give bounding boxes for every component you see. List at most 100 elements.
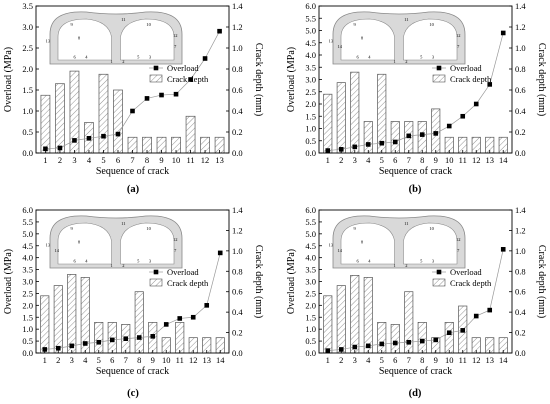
tunnel-crack-label: 8 bbox=[78, 240, 81, 245]
tunnel-crack-label: 11 bbox=[121, 17, 125, 22]
overload-point bbox=[365, 343, 371, 349]
crack-depth-bar bbox=[67, 274, 77, 354]
left-tick-label: 3.0 bbox=[22, 277, 33, 287]
x-tick-label: 3 bbox=[353, 355, 357, 365]
overload-point bbox=[419, 132, 425, 137]
right-tick-label: 0.8 bbox=[515, 64, 526, 74]
right-tick-label: 0.2 bbox=[232, 328, 243, 338]
right-tick-label: 1.2 bbox=[515, 22, 526, 32]
crack-depth-bar bbox=[55, 83, 65, 154]
left-tick-label: 5.0 bbox=[22, 229, 33, 239]
x-tick-label: 3 bbox=[72, 155, 76, 165]
left-tick-label: 2.5 bbox=[305, 288, 316, 298]
crack-depth-bar bbox=[417, 121, 427, 154]
x-tick-label: 12 bbox=[472, 355, 481, 365]
x-tick-label: 11 bbox=[176, 355, 184, 365]
x-tick-label: 8 bbox=[137, 355, 141, 365]
overload-point bbox=[500, 30, 506, 36]
overload-point bbox=[55, 345, 61, 351]
tunnel-crack-label: 2 bbox=[405, 59, 407, 64]
x-tick-label: 10 bbox=[172, 155, 181, 165]
x-tick-label: 3 bbox=[70, 355, 74, 365]
x-tick-label: 2 bbox=[339, 355, 343, 365]
x-tick-label: 6 bbox=[393, 355, 397, 365]
tunnel-crack-label: 13 bbox=[46, 242, 51, 247]
crack-depth-bar bbox=[98, 73, 109, 154]
left-tick-label: 3.5 bbox=[305, 265, 316, 275]
tunnel-crack-label: 9 bbox=[353, 22, 356, 27]
tunnel-crack-label: 14 bbox=[55, 248, 60, 253]
overload-point bbox=[150, 334, 156, 339]
right-axis-title: Crack depth (mm) bbox=[253, 43, 264, 116]
overload-point bbox=[473, 101, 479, 107]
x-tick-label: 9 bbox=[434, 155, 438, 165]
x-tick-label: 2 bbox=[339, 155, 343, 165]
overload-point bbox=[109, 337, 115, 343]
overload-point bbox=[144, 96, 150, 101]
left-tick-label: 2.0 bbox=[305, 99, 316, 109]
right-tick-label: 0.8 bbox=[232, 266, 243, 276]
left-tick-label: 1.0 bbox=[305, 124, 316, 134]
tunnel-crack-label: 12 bbox=[456, 237, 461, 242]
tunnel-crack-label: 2 bbox=[122, 263, 124, 268]
x-tick-label: 10 bbox=[445, 355, 454, 365]
right-tick-label: 1.2 bbox=[232, 225, 243, 235]
right-tick-label: 0.2 bbox=[232, 127, 243, 137]
tunnel-crack-label: 9 bbox=[70, 22, 73, 27]
crack-depth-bar bbox=[323, 93, 333, 154]
left-tick-label: 5.0 bbox=[305, 229, 316, 239]
right-tick-label: 0.2 bbox=[515, 328, 526, 338]
x-tick-label: 10 bbox=[445, 155, 454, 165]
left-tick-label: 0.0 bbox=[305, 148, 316, 158]
tunnel-right-bore bbox=[120, 222, 175, 265]
x-tick-label: 13 bbox=[215, 155, 224, 165]
tunnel-crack-label: 13 bbox=[329, 242, 334, 247]
right-tick-label: 1.4 bbox=[515, 1, 526, 11]
tunnel-right-bore bbox=[403, 222, 458, 265]
left-tick-label: 5.5 bbox=[305, 217, 316, 227]
tunnel-crack-label: 5 bbox=[137, 55, 140, 60]
right-tick-label: 0.6 bbox=[515, 287, 526, 297]
legend-label-overload: Overload bbox=[450, 267, 482, 277]
x-tick-label: 7 bbox=[124, 355, 128, 365]
overload-point bbox=[43, 146, 48, 152]
x-tick-label: 1 bbox=[43, 155, 47, 165]
crack-depth-bar bbox=[40, 295, 50, 354]
overload-point bbox=[159, 92, 164, 98]
x-tick-label: 11 bbox=[186, 155, 194, 165]
overload-point bbox=[392, 340, 398, 346]
left-tick-label: 0.5 bbox=[22, 127, 33, 137]
crack-depth-bar bbox=[336, 82, 346, 154]
x-tick-label: 5 bbox=[101, 155, 105, 165]
tunnel-crack-label: 5 bbox=[420, 55, 423, 60]
overload-point bbox=[446, 123, 452, 129]
x-tick-label: 5 bbox=[380, 155, 384, 165]
overload-point bbox=[487, 307, 493, 313]
tunnel-crack-label: 12 bbox=[173, 237, 178, 242]
x-tick-label: 13 bbox=[202, 355, 211, 365]
crack-depth-bar bbox=[390, 324, 400, 354]
right-axis-title: Crack depth (mm) bbox=[253, 245, 264, 318]
crack-depth-bar bbox=[363, 121, 373, 154]
overload-point bbox=[392, 139, 398, 145]
left-tick-label: 4.5 bbox=[305, 241, 316, 251]
left-tick-label: 2.0 bbox=[22, 64, 33, 74]
crack-depth-bar bbox=[444, 322, 454, 354]
left-tick-label: 1.0 bbox=[305, 324, 316, 334]
left-tick-label: 3.5 bbox=[22, 1, 33, 11]
left-tick-label: 1.5 bbox=[22, 85, 33, 95]
left-axis-title: Overload (MPa) bbox=[286, 249, 297, 314]
tunnel-crack-label: 9 bbox=[70, 226, 73, 231]
overload-point bbox=[338, 347, 344, 352]
left-tick-label: 4.0 bbox=[22, 253, 33, 263]
x-tick-label: 3 bbox=[353, 155, 357, 165]
tunnel-crack-label: 11 bbox=[404, 17, 408, 22]
x-tick-label: 11 bbox=[459, 155, 467, 165]
left-tick-label: 5.5 bbox=[305, 13, 316, 23]
left-tick-label: 2.5 bbox=[22, 43, 33, 53]
x-tick-label: 4 bbox=[83, 355, 88, 365]
tunnel-crack-label: 4 bbox=[85, 55, 88, 60]
